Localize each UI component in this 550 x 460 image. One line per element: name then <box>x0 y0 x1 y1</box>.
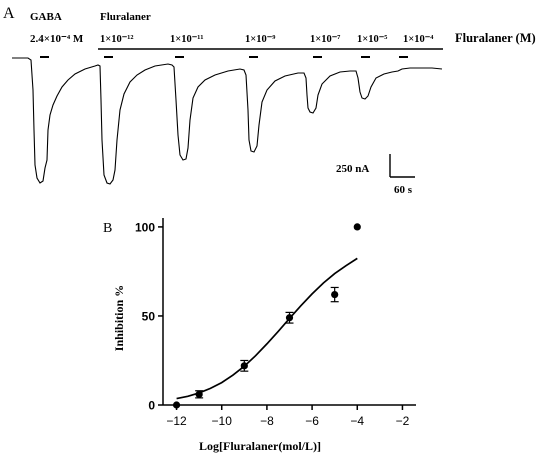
data-points <box>172 223 361 409</box>
concentration-label: 1×10⁻⁷ <box>310 34 340 45</box>
data-point <box>195 390 203 398</box>
panel-b-label: B <box>103 221 112 236</box>
scale-current-label: 250 nA <box>336 163 369 175</box>
y-axis-ticks: 0 50 100 <box>135 220 163 413</box>
panel-a: A GABA Fluralaner 2.4×10⁻⁴ M 1×10⁻¹² 1×1… <box>3 5 536 196</box>
x-axis-ticks: −12 −10 −8 −6 −4 −2 <box>166 405 410 428</box>
data-point <box>331 290 339 299</box>
x-tick-label: −2 <box>396 414 410 428</box>
panel-b: B −12 −10 −8 −6 −4 −2 0 50 100 Log[Fluralaner(m… <box>103 218 416 453</box>
data-point <box>240 362 248 370</box>
data-point <box>285 314 294 322</box>
series-label: Fluralaner (M) <box>455 31 536 45</box>
panel-a-label: A <box>3 5 15 22</box>
y-axis-label: Inhibition % <box>112 285 126 351</box>
gaba-concentration: 2.4×10⁻⁴ M <box>30 33 84 45</box>
concentration-label: 1×10⁻⁵ <box>357 34 387 45</box>
current-trace <box>12 57 443 185</box>
y-tick-label: 0 <box>148 399 155 413</box>
fit-curve <box>176 257 358 400</box>
x-tick-label: −12 <box>166 414 187 428</box>
x-tick-label: −10 <box>212 414 233 428</box>
concentration-label: 1×10⁻¹¹ <box>170 34 204 45</box>
gaba-label: GABA <box>30 11 62 23</box>
y-tick-label: 100 <box>135 220 155 234</box>
scale-bar: 250 nA 60 s <box>336 154 415 196</box>
concentration-label: 1×10⁻¹² <box>100 34 134 45</box>
y-tick-label: 50 <box>142 309 156 323</box>
plot-axes <box>162 218 416 406</box>
x-tick-label: −4 <box>350 414 364 428</box>
concentration-label: 1×10⁻⁹ <box>245 34 275 45</box>
x-axis-label: Log[Fluralaner(mol/L)] <box>199 439 321 453</box>
x-tick-label: −6 <box>305 414 319 428</box>
x-tick-label: −8 <box>260 414 274 428</box>
fluralaner-label: Fluralaner <box>100 11 151 23</box>
data-point <box>353 223 361 231</box>
scale-time-label: 60 s <box>394 184 413 196</box>
concentration-label: 1×10⁻⁴ <box>403 34 434 45</box>
data-point <box>172 401 181 409</box>
